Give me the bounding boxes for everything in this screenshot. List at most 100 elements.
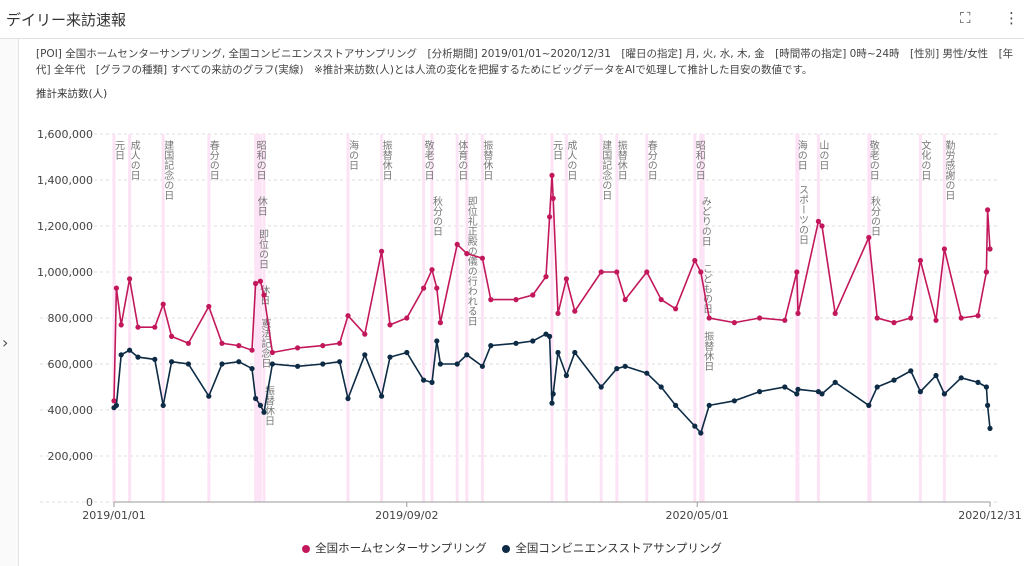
- data-point: [152, 324, 158, 330]
- data-point: [958, 315, 964, 321]
- data-point: [917, 257, 924, 264]
- holiday-band: [816, 134, 820, 502]
- data-point: [269, 361, 275, 367]
- holiday-band: [128, 134, 132, 502]
- holiday-label: 文化の日: [919, 139, 931, 180]
- panel-header: デイリー来訪速報 ⛶ ⋮: [0, 0, 1024, 39]
- holiday-label: 秋分の日: [869, 195, 881, 236]
- y-axis-title: 推計来訪数(人): [36, 88, 108, 100]
- data-point: [513, 340, 519, 346]
- data-point: [985, 402, 991, 408]
- data-point: [379, 248, 385, 254]
- data-point: [819, 223, 825, 229]
- data-point: [345, 313, 351, 319]
- data-point: [644, 269, 650, 275]
- holiday-label: 春分の日: [207, 140, 219, 180]
- data-point: [874, 384, 880, 390]
- y-tick-label: 1,000,000: [37, 266, 93, 279]
- holiday-band: [422, 134, 426, 502]
- holiday-band: [455, 134, 459, 502]
- data-point: [530, 292, 536, 298]
- y-tick-label: 0: [86, 496, 93, 509]
- data-point: [362, 331, 368, 337]
- data-point: [614, 366, 620, 372]
- data-point: [345, 395, 351, 402]
- holiday-label: 即位礼正殿の儀の行われる日: [465, 196, 477, 326]
- holiday-band: [480, 134, 484, 502]
- data-point: [530, 338, 536, 344]
- data-point: [479, 363, 485, 369]
- data-point: [832, 379, 838, 385]
- holiday-label: 休日: [255, 196, 267, 216]
- data-point: [550, 391, 556, 397]
- holiday-label: 体育の日: [456, 140, 468, 180]
- data-point: [644, 370, 650, 376]
- data-point: [295, 363, 301, 369]
- data-point: [572, 349, 578, 356]
- data-point: [253, 395, 259, 402]
- data-point: [295, 345, 301, 351]
- data-point: [698, 269, 704, 275]
- data-point: [320, 343, 326, 349]
- data-point: [464, 251, 470, 257]
- x-tick-label: 2020/12/31: [958, 509, 1021, 522]
- data-point: [185, 340, 191, 346]
- legend-item-convenience-store[interactable]: 全国コンビニエンスストアサンプリング: [502, 541, 722, 555]
- data-point: [249, 366, 255, 372]
- data-point: [185, 361, 191, 367]
- data-point: [795, 310, 801, 316]
- holiday-label: 敬老の日: [422, 139, 434, 180]
- y-tick-label: 1,600,000: [37, 128, 93, 141]
- data-point: [219, 361, 225, 367]
- legend-label: 全国ホームセンターサンプリング: [315, 541, 487, 555]
- data-point: [549, 400, 555, 406]
- data-point: [135, 354, 141, 360]
- data-point: [135, 324, 141, 330]
- data-point: [866, 234, 872, 241]
- data-point: [421, 285, 427, 291]
- series-0: [111, 172, 993, 404]
- data-point: [113, 285, 119, 291]
- data-point: [261, 292, 267, 298]
- panel-title: デイリー来訪速報: [6, 11, 127, 29]
- data-point: [513, 297, 519, 303]
- holiday-label: 振替休日: [481, 139, 493, 180]
- series-1: [111, 331, 993, 436]
- holiday-label: 成人の日: [128, 140, 140, 180]
- data-point: [555, 349, 561, 356]
- holiday-band: [701, 134, 705, 502]
- data-point: [404, 349, 410, 356]
- legend-label: 全国コンビニエンスストアサンプリング: [515, 541, 722, 555]
- holiday-band: [380, 134, 384, 502]
- fullscreen-icon[interactable]: ⛶: [960, 9, 971, 27]
- holiday-label: 振替休日: [615, 139, 627, 180]
- data-point: [983, 384, 990, 390]
- data-point: [118, 352, 124, 358]
- holiday-label: 勤労感謝の日: [943, 139, 955, 200]
- data-point: [429, 267, 435, 273]
- data-point: [127, 347, 133, 353]
- data-point: [933, 317, 939, 323]
- holiday-band: [599, 134, 603, 502]
- holiday-label: 元日: [551, 140, 563, 160]
- data-point: [832, 310, 838, 316]
- data-point: [958, 375, 964, 381]
- holiday-label: スポーツの日: [797, 185, 809, 245]
- data-point: [622, 363, 628, 369]
- holiday-label: 春分の日: [645, 140, 657, 180]
- legend-item-home-center[interactable]: 全国ホームセンターサンプリング: [302, 541, 487, 555]
- holiday-label: 即位の日: [257, 229, 269, 269]
- data-point: [454, 361, 460, 367]
- holiday-label: 秋分の日: [431, 195, 443, 236]
- holiday-label: 憲法記念日: [259, 317, 271, 368]
- more-vert-icon[interactable]: ⋮: [1004, 9, 1019, 27]
- data-point: [987, 425, 993, 431]
- chevron-right-icon[interactable]: ›: [2, 333, 9, 352]
- x-tick-label: 2020/05/01: [665, 509, 728, 522]
- data-point: [479, 255, 485, 261]
- y-tick-label: 800,000: [48, 312, 94, 325]
- data-point: [563, 372, 570, 379]
- holiday-label: 建国記念の日: [162, 139, 174, 200]
- data-point: [692, 423, 698, 429]
